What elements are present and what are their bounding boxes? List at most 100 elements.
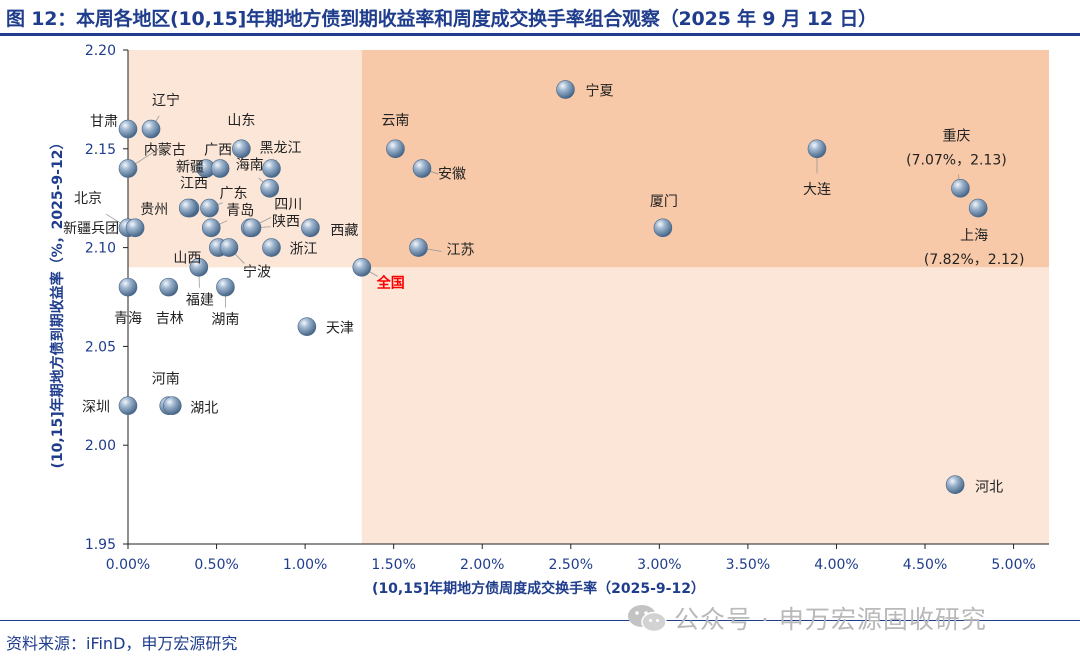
watermark: 公众号 · 申万宏源固收研究 <box>626 600 987 636</box>
data-point <box>178 198 198 218</box>
data-point <box>352 258 372 277</box>
point-label: 山东 <box>227 113 255 129</box>
point-label: 云南 <box>381 113 409 129</box>
point-label: 北京 <box>74 191 102 207</box>
point-label: 广西 <box>204 143 232 159</box>
data-point <box>409 238 428 257</box>
data-points <box>118 80 988 495</box>
point-label: 湖南 <box>211 312 239 328</box>
data-point <box>386 139 405 159</box>
point-label: 安徽 <box>438 167 466 183</box>
point-label: 江苏 <box>446 243 474 259</box>
data-point <box>118 159 138 178</box>
data-point <box>297 317 317 336</box>
point-label: 河北 <box>975 480 1003 496</box>
data-point <box>200 198 219 218</box>
point-label: 福建 <box>186 292 214 308</box>
footer-divider <box>0 620 1080 621</box>
watermark-text: 公众号 · 申万宏源固收研究 <box>674 605 987 634</box>
data-point <box>219 238 239 257</box>
quadrant-backgrounds <box>128 50 1049 544</box>
data-point <box>556 80 575 99</box>
x-tick-label: 3.50% <box>726 557 770 573</box>
data-point <box>210 159 230 178</box>
point-label: 甘肃 <box>90 114 118 130</box>
data-point <box>162 396 182 415</box>
point-label: 山西 <box>173 251 201 267</box>
point-label: 新疆 <box>176 160 204 176</box>
data-point <box>201 218 221 238</box>
y-tick-label: 2.00 <box>85 438 116 454</box>
point-label: 青岛 <box>226 203 254 219</box>
data-point <box>242 218 262 238</box>
data-point <box>118 277 138 297</box>
point-label: 天津 <box>326 321 354 337</box>
x-tick-label: 2.50% <box>549 557 593 573</box>
y-tick-label: 2.20 <box>85 43 116 59</box>
point-label: 浙江 <box>289 242 317 258</box>
data-point <box>216 277 235 297</box>
point-label: 贵州 <box>140 202 168 218</box>
data-point <box>968 198 988 218</box>
point-label: 江西 <box>180 176 208 192</box>
point-label: 海南 <box>236 157 264 173</box>
y-tick-label: 2.05 <box>85 339 116 355</box>
x-tick-label: 1.50% <box>371 557 415 573</box>
point-label: 四川 <box>274 197 302 213</box>
point-label: 内蒙古 <box>144 143 186 159</box>
point-label: 湖北 <box>190 401 218 417</box>
point-label: 陕西 <box>272 214 300 230</box>
y-tick-label: 2.10 <box>85 241 116 257</box>
data-point <box>118 396 138 415</box>
data-point <box>189 258 209 277</box>
x-tick-label: 5.00% <box>991 557 1035 573</box>
point-label: 大连 <box>803 182 831 198</box>
title-bar: 图 12：本周各地区(10,15]年期地方债到期收益率和周度成交换手率组合观察（… <box>0 0 1080 36</box>
data-point <box>807 139 827 159</box>
point-label: 广东 <box>219 186 247 202</box>
annotation-label: (7.07%，2.13) <box>906 152 1007 168</box>
x-tick-label: 4.00% <box>814 557 858 573</box>
data-point <box>653 218 673 238</box>
data-point <box>262 238 281 257</box>
quadrant-bottom-right <box>361 267 1049 544</box>
point-label: 重庆 <box>942 128 970 144</box>
data-point <box>141 119 161 139</box>
data-point <box>951 179 970 198</box>
x-axis-label: (10,15]年期地方债周度成交换手率（2025-9-12） <box>372 580 705 597</box>
data-point <box>945 475 965 495</box>
x-tick-label: 0.50% <box>194 557 238 573</box>
x-tick-label: 0.00% <box>106 557 150 573</box>
quadrant-top-right <box>361 50 1049 268</box>
data-point <box>301 218 320 238</box>
data-point <box>125 218 145 238</box>
point-label: 深圳 <box>82 400 110 416</box>
point-label: 辽宁 <box>152 92 180 109</box>
data-point <box>412 159 432 178</box>
point-label: 西藏 <box>330 223 358 239</box>
data-point <box>260 179 279 198</box>
source-note: 资料来源：iFinD，申万宏源研究 <box>6 634 238 653</box>
data-point <box>232 139 251 159</box>
point-label: 宁波 <box>243 264 271 281</box>
point-label: 上海 <box>960 228 988 244</box>
annotation-label: (7.82%，2.12) <box>924 252 1025 268</box>
point-label: 吉林 <box>156 311 184 327</box>
x-tick-label: 2.00% <box>460 557 504 573</box>
wechat-icon <box>628 605 667 633</box>
point-label: 全国 <box>376 274 405 291</box>
point-label: 宁夏 <box>585 83 613 100</box>
axes: 0.00% 0.50% 1.00% 1.50% 2.00% 2.50% 3.00% 3.50%… <box>49 43 1049 597</box>
point-label: 新疆兵团 <box>63 221 119 237</box>
x-tick-label: 1.00% <box>283 557 327 573</box>
point-label: 青海 <box>114 311 142 327</box>
point-label: 厦门 <box>650 194 678 210</box>
y-axis-label: (10,15]年期地方债到期收益率（%，2025-9-12） <box>49 136 66 469</box>
data-point <box>262 159 281 178</box>
point-label: 黑龙江 <box>259 141 301 157</box>
figure-title: 图 12：本周各地区(10,15]年期地方债到期收益率和周度成交换手率组合观察（… <box>6 8 877 30</box>
point-label: 河南 <box>152 372 180 388</box>
x-tick-label: 3.00% <box>637 557 681 573</box>
data-point <box>159 277 179 297</box>
